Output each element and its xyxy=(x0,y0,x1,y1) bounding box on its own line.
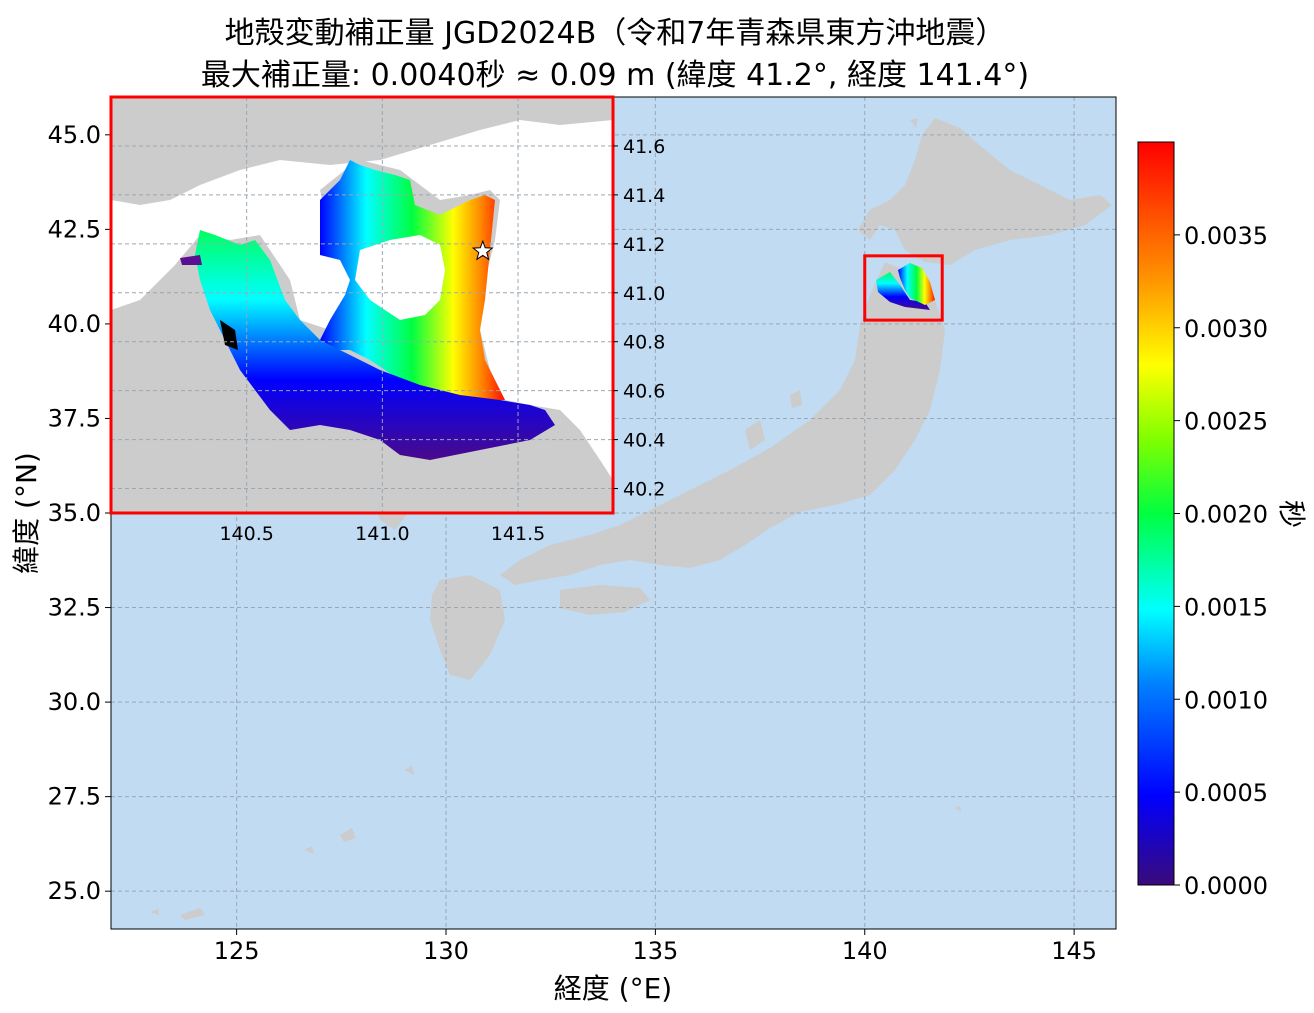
land-mass xyxy=(150,118,1112,920)
inset-x-tick-label: 140.5 xyxy=(219,523,273,545)
inset-y-ticks: 40.2 40.4 40.6 40.8 41.0 41.2 41.4 41.6 xyxy=(613,136,665,501)
inset-y-tick-label: 41.2 xyxy=(623,234,665,256)
main-y-tick-label: 37.5 xyxy=(48,404,101,432)
star-icon xyxy=(471,239,494,261)
inset-x-ticks: 140.5 141.0 141.5 xyxy=(219,523,545,545)
colorbar-tick-label: 0.0025 xyxy=(1184,408,1268,436)
inset-y-tick-label: 40.2 xyxy=(623,479,665,501)
main-heat-patch xyxy=(876,263,935,310)
main-y-tick-label: 45.0 xyxy=(48,121,101,149)
region-highlight-box xyxy=(863,254,944,322)
main-y-tick-label: 30.0 xyxy=(48,688,101,716)
chart-title: 地殻変動補正量 JGD2024B（令和7年青森県東方沖地震） xyxy=(224,16,1006,51)
inset-x-tick-label: 141.5 xyxy=(491,523,545,545)
inset-y-tick-label: 40.8 xyxy=(623,332,665,354)
inset-map: 140.5 141.0 141.5 40.2 40.4 40.6 40.8 41.0 41.2… xyxy=(109,95,665,545)
chart-subtitle: 最大補正量: 0.0040秒 ≈ 0.09 m (緯度 41.2°, 経度 14… xyxy=(200,58,1030,93)
main-x-tick-label: 145 xyxy=(1051,937,1097,965)
colorbar-gradient xyxy=(1137,141,1175,886)
inset-y-tick-label: 40.6 xyxy=(623,381,665,403)
main-y-tick-label: 27.5 xyxy=(48,783,101,811)
inset-y-tick-label: 41.4 xyxy=(623,185,665,207)
max-location-star xyxy=(471,239,494,261)
colorbar-tick-label: 0.0035 xyxy=(1184,222,1268,250)
inset-heatmap xyxy=(180,160,555,460)
inset-frame xyxy=(109,95,615,515)
main-x-tick-label: 135 xyxy=(632,937,678,965)
main-y-tick-label: 25.0 xyxy=(48,877,101,905)
main-y-tick-label: 40.0 xyxy=(48,310,101,338)
inset-y-tick-label: 41.0 xyxy=(623,283,665,305)
colorbar-tick-label: 0.0005 xyxy=(1184,779,1268,807)
inset-x-tick-label: 141.0 xyxy=(355,523,409,545)
main-x-ticks: 125 130 135 140 145 xyxy=(214,929,1097,965)
main-x-tick-label: 140 xyxy=(842,937,888,965)
main-x-tick-label: 130 xyxy=(423,937,469,965)
colorbar-tick-label: 0.0020 xyxy=(1184,501,1268,529)
colorbar-label: 秒 xyxy=(1275,500,1308,528)
colorbar-tick-label: 0.0015 xyxy=(1184,593,1268,621)
colorbar-ticks: 0.0000 0.0005 0.0010 0.0015 0.0020 0.0025 0.00… xyxy=(1174,222,1268,900)
main-y-tick-label: 42.5 xyxy=(48,215,101,243)
x-axis-label: 経度 (°E) xyxy=(554,972,672,1005)
colorbar-tick-label: 0.0000 xyxy=(1184,872,1268,900)
main-y-ticks: 25.0 27.5 30.0 32.5 35.0 37.5 40.0 42.5 45.0 xyxy=(48,121,111,905)
main-y-tick-label: 32.5 xyxy=(48,594,101,622)
main-x-tick-label: 125 xyxy=(214,937,260,965)
colorbar: 0.0000 0.0005 0.0010 0.0015 0.0020 0.0025 0.00… xyxy=(1137,141,1308,900)
main-y-tick-label: 35.0 xyxy=(48,499,101,527)
y-axis-label: 緯度 (°N) xyxy=(10,452,43,574)
inset-grid xyxy=(111,97,613,513)
colorbar-tick-label: 0.0010 xyxy=(1184,686,1268,714)
inset-y-tick-label: 41.6 xyxy=(623,136,665,158)
inset-y-tick-label: 40.4 xyxy=(623,430,665,452)
colorbar-tick-label: 0.0030 xyxy=(1184,315,1268,343)
